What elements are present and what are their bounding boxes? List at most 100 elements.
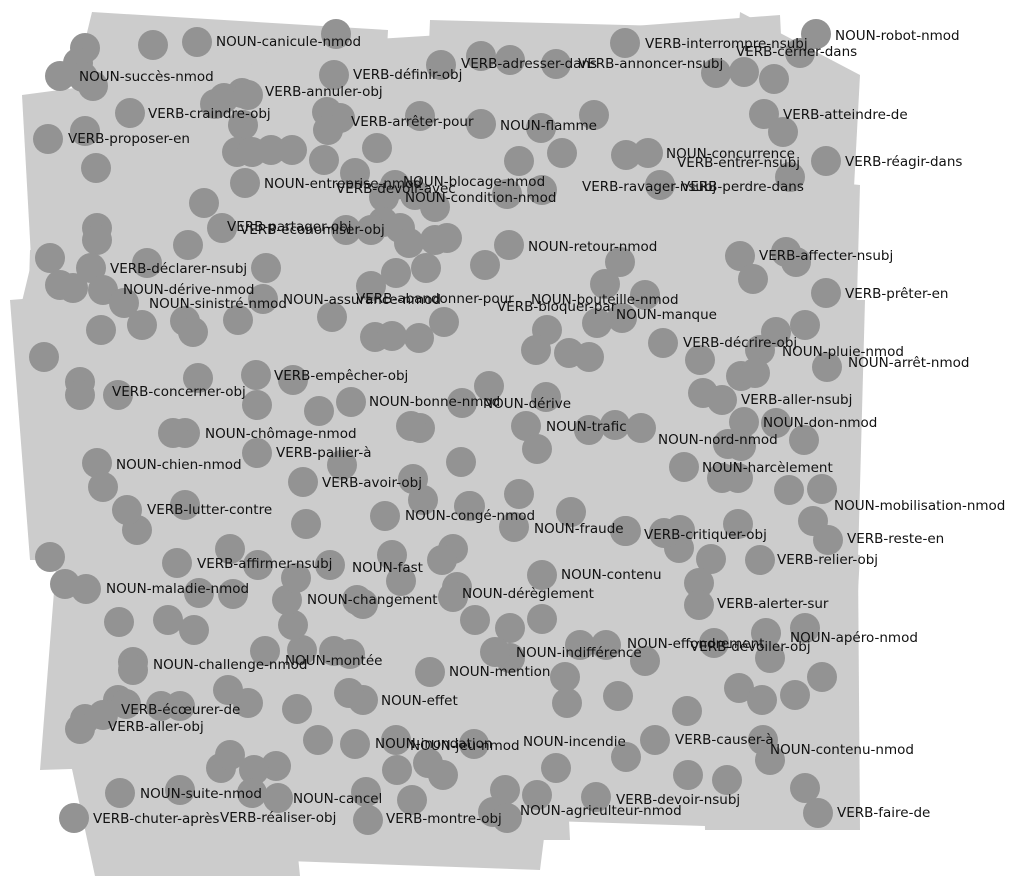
node-dot [65, 380, 95, 410]
node-dot [605, 247, 635, 277]
node-dot [552, 688, 582, 718]
node-label: VERB-prêter-en [845, 286, 948, 302]
node-label: VERB-pallier-à [276, 445, 372, 461]
node-label: NOUN-blocage-nmod [403, 174, 545, 190]
node-dot [611, 140, 641, 170]
node-label: NOUN-incendie [523, 734, 626, 750]
node-dot [740, 358, 770, 388]
node-dot [426, 50, 456, 80]
node-dot [630, 280, 660, 310]
node-dot [707, 385, 737, 415]
node-dot [724, 673, 754, 703]
node-dot [317, 302, 347, 332]
node-label: NOUN-suite-nmod [140, 786, 262, 802]
node-label: NOUN-fast [352, 560, 423, 576]
node-dot [610, 516, 640, 546]
node-dot [183, 363, 213, 393]
node-dot [726, 431, 756, 461]
node-dot [243, 550, 273, 580]
node-dot [813, 525, 843, 555]
node-label: VERB-montre-obj [386, 811, 502, 827]
node-label: NOUN-pluie-nmod [782, 344, 904, 360]
node-label: NOUN-flamme [500, 118, 597, 134]
node-dot [474, 371, 504, 401]
node-label: NOUN-jeu-nmod [410, 738, 520, 754]
node-dot [88, 472, 118, 502]
node-label: VERB-économiser-obj [240, 222, 385, 238]
node-dot [105, 778, 135, 808]
node-dot [82, 448, 112, 478]
node-dot [600, 410, 630, 440]
node-label: NOUN-harcèlement [702, 460, 833, 476]
node-dot [115, 98, 145, 128]
node-dot [29, 342, 59, 372]
node-dot [565, 630, 595, 660]
node-dot [315, 550, 345, 580]
node-dot [394, 228, 424, 258]
node-label: VERB-avoir-obj [322, 475, 422, 491]
node-dot [82, 225, 112, 255]
node-dot [33, 124, 63, 154]
node-dot [527, 560, 557, 590]
node-label: VERB-chuter-après [93, 811, 219, 827]
node-dot [526, 113, 556, 143]
node-dot [340, 729, 370, 759]
node-dot [127, 310, 157, 340]
node-label: NOUN-concurrence [666, 146, 795, 162]
node-dot [291, 509, 321, 539]
node-dot [495, 45, 525, 75]
node-dots [29, 19, 843, 835]
node-label: NOUN-congé-nmod [405, 508, 535, 524]
node-label: VERB-arrêter-pour [351, 114, 474, 130]
node-dot [780, 680, 810, 710]
node-dot [684, 590, 714, 620]
node-dot [263, 783, 293, 813]
node-label: VERB-réaliser-obj [220, 810, 336, 826]
node-dot [649, 518, 679, 548]
node-dot [789, 425, 819, 455]
node-dot [768, 117, 798, 147]
node-dot [531, 382, 561, 412]
node-dot [684, 568, 714, 598]
node-dot [377, 321, 407, 351]
node-dot [228, 110, 258, 140]
node-label: VERB-annoncer-nsubj [578, 56, 723, 72]
node-dot [353, 805, 383, 835]
node-label: VERB-causer-à [675, 732, 774, 748]
node-dot [86, 315, 116, 345]
node-dot [428, 760, 458, 790]
node-dot [189, 188, 219, 218]
node-dot [239, 755, 269, 785]
node-dot [103, 380, 133, 410]
node-label: NOUN-trafic [546, 419, 627, 435]
node-dot [504, 479, 534, 509]
node-label: NOUN-retour-nmod [528, 239, 657, 255]
node-dot [761, 408, 791, 438]
node-dot [59, 803, 89, 833]
node-label: NOUN-effet [381, 693, 458, 709]
node-dot [377, 540, 407, 570]
node-dot [182, 27, 212, 57]
node-dot [459, 729, 489, 759]
node-dot [348, 589, 378, 619]
node-dot [335, 639, 365, 669]
node-dot [215, 740, 245, 770]
node-label: VERB-déclarer-nsubj [110, 261, 247, 277]
node-dot [699, 628, 729, 658]
node-dot [541, 753, 571, 783]
node-label: NOUN-arrêt-nmod [848, 355, 969, 371]
node-dot [581, 782, 611, 812]
node-dot [381, 725, 411, 755]
node-dot [582, 308, 612, 338]
node-dot [178, 317, 208, 347]
node-dot [158, 418, 188, 448]
node-dot [351, 777, 381, 807]
node-dot [590, 269, 620, 299]
node-dot [356, 271, 386, 301]
node-dot [438, 582, 468, 612]
node-label: VERB-bloquer-par [497, 299, 617, 315]
node-dot [282, 694, 312, 724]
node-dot [556, 497, 586, 527]
node-label: NOUN-challenge-nmod [153, 657, 307, 673]
node-dot [527, 604, 557, 634]
